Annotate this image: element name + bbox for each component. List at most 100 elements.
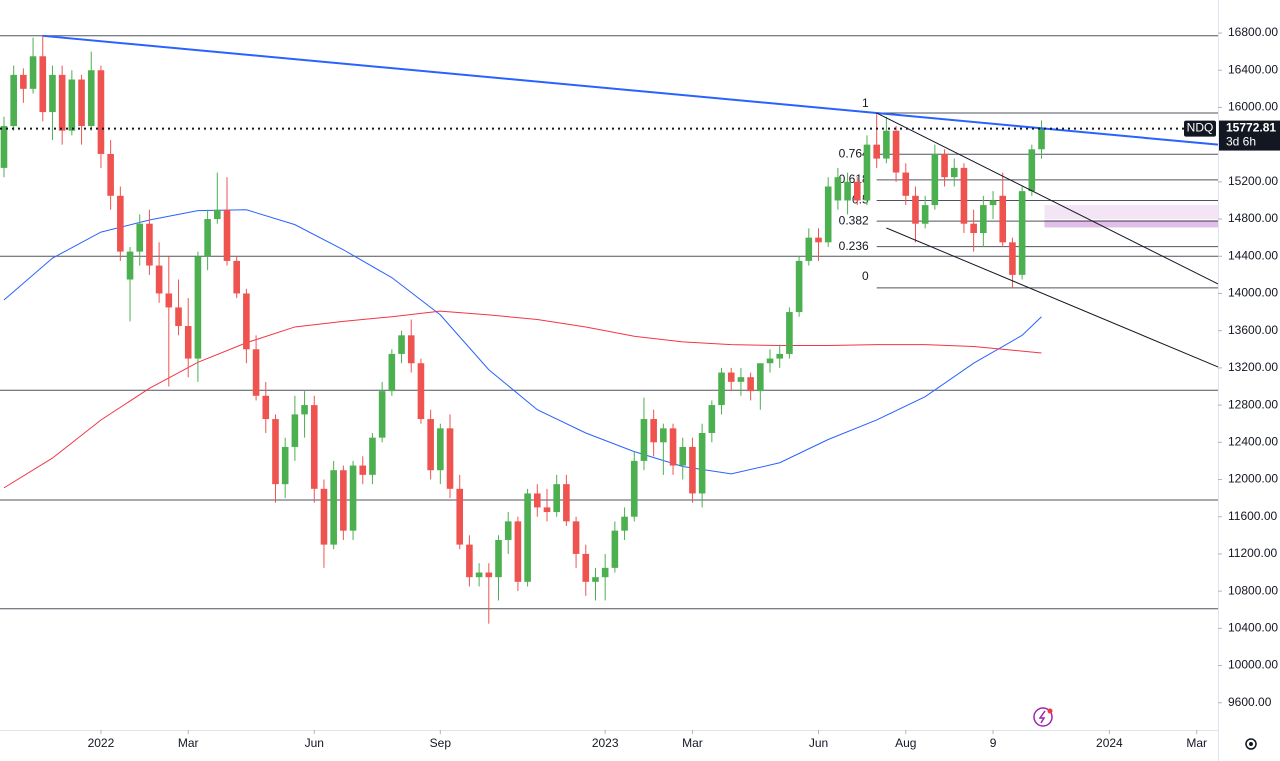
candle-body <box>155 265 163 294</box>
candle-body <box>340 470 347 531</box>
candle-body <box>446 428 454 489</box>
y-tick-label: 10800.00 <box>1228 583 1278 597</box>
candle-body <box>853 181 861 201</box>
candle-body <box>873 144 880 159</box>
candle-body <box>466 544 473 578</box>
candle-body <box>1009 242 1016 275</box>
trendline <box>876 112 1219 285</box>
candle-body <box>388 353 396 392</box>
candle-body <box>776 353 784 359</box>
candle-body <box>252 349 260 396</box>
alert-circle[interactable] <box>1033 707 1053 727</box>
y-tick-label: 12400.00 <box>1228 434 1278 448</box>
countdown-label: 3d 6h <box>1226 135 1256 149</box>
candle-body <box>727 372 735 382</box>
candle-body <box>970 223 977 234</box>
candle-body <box>941 153 948 178</box>
candle-body <box>650 419 657 443</box>
candle-body <box>989 200 997 206</box>
y-tick-label: 12000.00 <box>1228 472 1278 486</box>
candle-body <box>223 209 231 261</box>
y-tick-label: 13600.00 <box>1228 323 1278 337</box>
candle-body <box>737 377 745 382</box>
y-tick-label: 14000.00 <box>1228 286 1278 300</box>
candle-body <box>1028 149 1036 192</box>
candle-body <box>407 335 415 364</box>
candle-body <box>456 488 464 545</box>
candle-body <box>883 130 890 159</box>
price-box <box>1219 120 1280 151</box>
candle-body <box>980 205 987 234</box>
x-tick-label: Mar <box>1186 736 1207 750</box>
candle-body <box>29 56 37 89</box>
y-tick-label: 12800.00 <box>1228 397 1278 411</box>
candle-body <box>39 56 47 113</box>
y-tick-label: 11600.00 <box>1228 509 1277 523</box>
alert-bolt[interactable] <box>1038 710 1046 724</box>
zone <box>1044 205 1218 220</box>
candle-body <box>912 195 919 224</box>
alert-icon[interactable] <box>1033 707 1053 727</box>
candle-body <box>999 195 1007 243</box>
y-tick-label: 15200.00 <box>1228 174 1278 188</box>
y-tick-label: 11200.00 <box>1228 546 1277 560</box>
candle-body <box>543 507 551 513</box>
candle-body <box>660 428 667 443</box>
candle-body <box>844 181 851 201</box>
candle-body <box>824 186 832 243</box>
y-tick-label: 13200.00 <box>1228 360 1278 374</box>
candle-body <box>349 465 357 531</box>
x-tick-label: 2022 <box>88 736 115 750</box>
candle-body <box>640 419 648 461</box>
settings-icon[interactable] <box>1245 738 1257 750</box>
candle-body <box>698 432 706 494</box>
candle-body <box>892 130 900 173</box>
fib-label: 1 <box>862 96 869 110</box>
candle-body <box>243 293 250 350</box>
candle-body <box>68 79 76 131</box>
candle-body <box>815 237 822 243</box>
candle-body <box>78 79 85 127</box>
candle-body <box>902 172 910 196</box>
candle-body <box>427 419 434 471</box>
candle-body <box>805 237 813 261</box>
candle-body <box>708 405 716 433</box>
candle-body <box>291 414 299 447</box>
candle-body <box>97 70 105 154</box>
candle-body <box>757 363 764 392</box>
candle-body <box>795 260 803 313</box>
x-tick-label: 9 <box>990 736 997 750</box>
candle-body <box>437 428 444 471</box>
candle-body <box>136 223 144 252</box>
candle-body <box>417 363 425 420</box>
candle-body <box>126 251 134 280</box>
candle-body <box>107 153 114 196</box>
candle-body <box>601 567 609 578</box>
candle-body <box>165 293 173 308</box>
candle-body <box>87 70 95 127</box>
candle-body <box>960 167 968 224</box>
candle-body <box>611 530 619 568</box>
y-tick-label: 10000.00 <box>1228 658 1278 672</box>
y-tick-label: 16400.00 <box>1228 62 1278 76</box>
candle-body <box>49 74 56 113</box>
candle-body <box>184 326 192 359</box>
candle-body <box>834 177 842 201</box>
candle-body <box>747 377 754 392</box>
gear-center[interactable] <box>1249 742 1253 746</box>
candle-body <box>669 428 677 466</box>
candle-body <box>378 391 386 438</box>
candle-body <box>504 521 512 540</box>
gear[interactable] <box>1245 738 1257 750</box>
x-tick-label: Aug <box>895 736 916 750</box>
fib-label: 0.382 <box>839 213 869 227</box>
candle-body <box>398 335 405 354</box>
alert-dot[interactable] <box>1047 708 1053 714</box>
candle-body <box>563 484 570 522</box>
candle-body <box>117 195 124 252</box>
candle-body <box>679 446 687 466</box>
moving-average <box>3 310 1042 489</box>
candle-body <box>863 144 871 201</box>
candle-body <box>1018 191 1026 275</box>
